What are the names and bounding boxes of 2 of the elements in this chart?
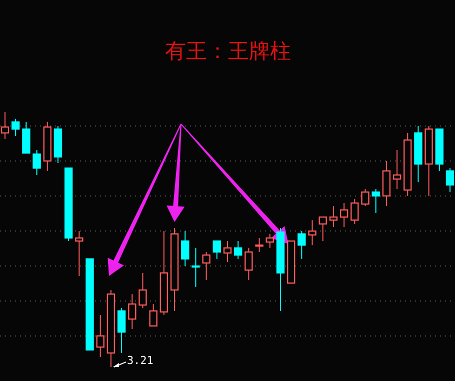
title: 有王：王牌柱 <box>165 39 291 63</box>
annotation: 3.21 <box>126 354 154 367</box>
